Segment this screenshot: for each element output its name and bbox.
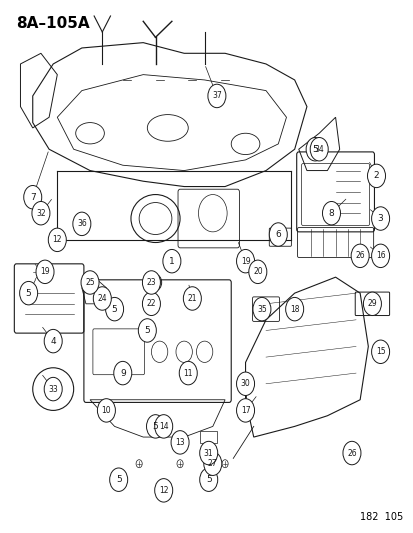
Text: 19: 19: [240, 257, 250, 265]
Circle shape: [371, 340, 389, 364]
Circle shape: [142, 292, 160, 316]
Circle shape: [285, 297, 303, 321]
Text: 182  105: 182 105: [359, 512, 402, 522]
Circle shape: [199, 441, 217, 465]
Circle shape: [207, 84, 225, 108]
Text: 29: 29: [367, 300, 376, 308]
Circle shape: [236, 249, 254, 273]
Text: 5: 5: [152, 422, 158, 431]
Circle shape: [305, 138, 323, 161]
Text: 4: 4: [50, 337, 56, 345]
Circle shape: [24, 185, 42, 209]
Circle shape: [73, 212, 90, 236]
Text: 21: 21: [187, 294, 197, 303]
Text: 19: 19: [40, 268, 50, 276]
Circle shape: [236, 399, 254, 422]
Text: 22: 22: [146, 300, 156, 308]
Circle shape: [142, 271, 160, 294]
Text: 6: 6: [275, 230, 280, 239]
Circle shape: [138, 319, 156, 342]
Text: 5: 5: [112, 305, 117, 313]
Circle shape: [236, 372, 254, 395]
Text: 23: 23: [146, 278, 156, 287]
Circle shape: [81, 271, 99, 294]
Text: 2: 2: [373, 172, 378, 180]
Circle shape: [44, 377, 62, 401]
Text: 36: 36: [77, 220, 86, 228]
Text: ABCD
EFGH: ABCD EFGH: [47, 379, 59, 388]
Text: 24: 24: [97, 294, 107, 303]
Text: 26: 26: [347, 449, 356, 457]
Circle shape: [179, 361, 197, 385]
Text: 30: 30: [240, 379, 250, 388]
Text: 5: 5: [144, 326, 150, 335]
Circle shape: [171, 431, 189, 454]
Circle shape: [93, 287, 111, 310]
Circle shape: [146, 415, 164, 438]
Circle shape: [342, 441, 360, 465]
Text: 5: 5: [205, 475, 211, 484]
Text: 8: 8: [328, 209, 334, 217]
Circle shape: [363, 292, 380, 316]
Circle shape: [371, 244, 389, 268]
Circle shape: [322, 201, 339, 225]
Circle shape: [36, 260, 54, 284]
Circle shape: [367, 164, 385, 188]
Text: 35: 35: [256, 305, 266, 313]
Text: 32: 32: [36, 209, 45, 217]
Circle shape: [44, 329, 62, 353]
Circle shape: [183, 287, 201, 310]
Circle shape: [162, 249, 180, 273]
Text: 18: 18: [289, 305, 299, 313]
Circle shape: [371, 207, 389, 230]
Text: 33: 33: [48, 385, 58, 393]
Circle shape: [199, 468, 217, 491]
Circle shape: [32, 201, 50, 225]
Text: 26: 26: [354, 252, 364, 260]
Text: 12: 12: [159, 486, 168, 495]
Text: 34: 34: [313, 145, 323, 154]
Text: 1: 1: [169, 257, 174, 265]
Text: 13: 13: [175, 438, 185, 447]
Text: 9: 9: [120, 369, 126, 377]
Circle shape: [109, 468, 127, 491]
Text: 5: 5: [116, 475, 121, 484]
Circle shape: [154, 415, 172, 438]
Text: 17: 17: [240, 406, 250, 415]
Text: 15: 15: [375, 348, 385, 356]
Circle shape: [309, 138, 328, 161]
Text: 10: 10: [101, 406, 111, 415]
Text: 27: 27: [207, 459, 217, 468]
Text: 11: 11: [183, 369, 192, 377]
Circle shape: [350, 244, 368, 268]
Circle shape: [268, 223, 287, 246]
Text: 7: 7: [30, 193, 36, 201]
Text: 3: 3: [377, 214, 382, 223]
Text: 5: 5: [311, 145, 317, 154]
Circle shape: [105, 297, 123, 321]
Text: 37: 37: [211, 92, 221, 100]
Circle shape: [114, 361, 131, 385]
Text: 14: 14: [159, 422, 168, 431]
Circle shape: [203, 452, 221, 475]
Circle shape: [97, 399, 115, 422]
Text: 8A–105A: 8A–105A: [17, 16, 90, 31]
Text: 16: 16: [375, 252, 385, 260]
Circle shape: [19, 281, 38, 305]
Circle shape: [248, 260, 266, 284]
Text: 31: 31: [204, 449, 213, 457]
Circle shape: [252, 297, 270, 321]
Text: 20: 20: [252, 268, 262, 276]
Text: 88:88: 88:88: [365, 301, 379, 306]
Circle shape: [48, 228, 66, 252]
Text: 12: 12: [52, 236, 62, 244]
Circle shape: [154, 479, 172, 502]
Text: 25: 25: [85, 278, 95, 287]
Text: 5: 5: [26, 289, 31, 297]
